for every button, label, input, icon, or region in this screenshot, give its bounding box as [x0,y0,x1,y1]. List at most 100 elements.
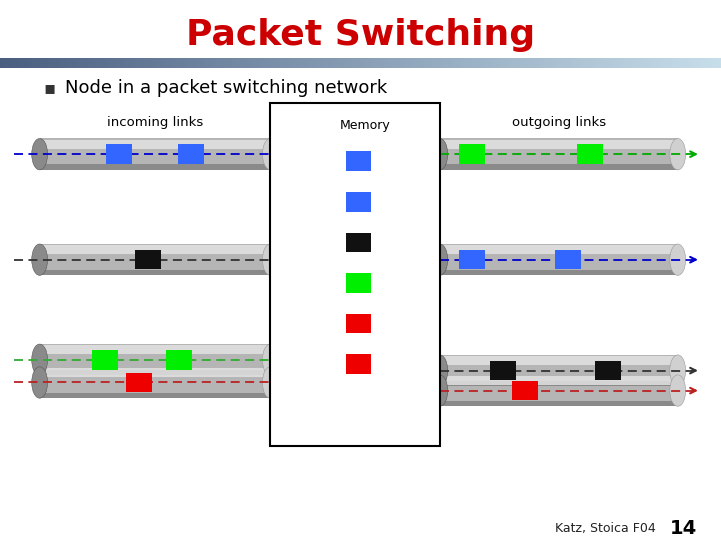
Bar [645,58,649,68]
Bar [7,58,11,68]
Bar [195,58,198,68]
Bar [11,58,14,68]
Text: outgoing links: outgoing links [512,116,606,129]
Bar [360,58,364,68]
Bar [47,58,50,68]
Ellipse shape [32,244,48,275]
Bar [689,58,692,68]
Bar [638,58,642,68]
Bar [714,58,717,68]
Bar [92,350,118,370]
Bar [516,58,519,68]
Bar [552,58,555,68]
Bar [58,58,61,68]
Bar [292,58,296,68]
Bar [18,58,22,68]
Bar [465,58,469,68]
Bar [205,58,209,68]
Bar [397,58,400,68]
Ellipse shape [262,367,278,398]
Bar [454,58,458,68]
Ellipse shape [432,138,448,170]
Bar [40,245,270,254]
Bar [40,344,270,375]
Bar [710,58,714,68]
Bar [310,58,314,68]
Bar [459,250,485,269]
Bar [115,58,119,68]
Bar [335,58,339,68]
Bar [198,58,202,68]
Bar [281,58,285,68]
Bar [72,58,76,68]
Bar [472,58,476,68]
Bar [404,58,407,68]
Bar [148,58,151,68]
Bar [685,58,689,68]
Bar [519,58,523,68]
Bar [429,58,433,68]
Bar [314,58,317,68]
Bar [187,58,191,68]
Bar [227,58,231,68]
Bar [306,58,310,68]
Ellipse shape [262,244,278,275]
Bar [364,58,368,68]
Bar [512,381,538,400]
Bar [422,58,425,68]
Bar [580,58,584,68]
Bar [345,354,371,374]
Bar [126,58,130,68]
Bar [54,58,58,68]
Bar [133,58,137,68]
Bar [591,58,595,68]
Bar [209,58,213,68]
Bar [357,58,360,68]
Bar [29,58,32,68]
Bar [562,58,566,68]
Bar [407,58,411,68]
Bar [40,140,270,149]
Bar [216,58,220,68]
Bar [299,58,303,68]
Bar [40,393,270,398]
Bar [512,58,516,68]
Bar [671,58,674,68]
Ellipse shape [670,244,686,275]
Bar [479,58,483,68]
Bar [501,58,505,68]
Bar [166,58,169,68]
Text: Node in a packet switching network: Node in a packet switching network [65,78,387,97]
Bar [278,58,281,68]
Bar [573,58,577,68]
Bar [490,58,494,68]
Bar [717,58,721,68]
Bar [634,58,638,68]
Bar [649,58,653,68]
Bar [249,58,252,68]
Bar [505,58,508,68]
Bar [379,58,382,68]
Bar [328,58,332,68]
Bar [94,58,97,68]
Bar [65,58,68,68]
Bar [40,367,270,398]
Bar [530,58,534,68]
Bar [451,58,454,68]
Text: Packet Switching: Packet Switching [186,18,535,52]
Bar [224,58,227,68]
Bar [87,58,90,68]
Bar [595,361,621,380]
Bar [494,58,497,68]
Bar [555,58,559,68]
Bar [270,58,274,68]
Ellipse shape [670,138,686,170]
Bar [112,58,115,68]
Bar [678,58,681,68]
Ellipse shape [432,244,448,275]
Bar [191,58,195,68]
Bar [252,58,256,68]
Bar [123,58,126,68]
Bar [555,250,581,269]
Bar [68,58,72,68]
